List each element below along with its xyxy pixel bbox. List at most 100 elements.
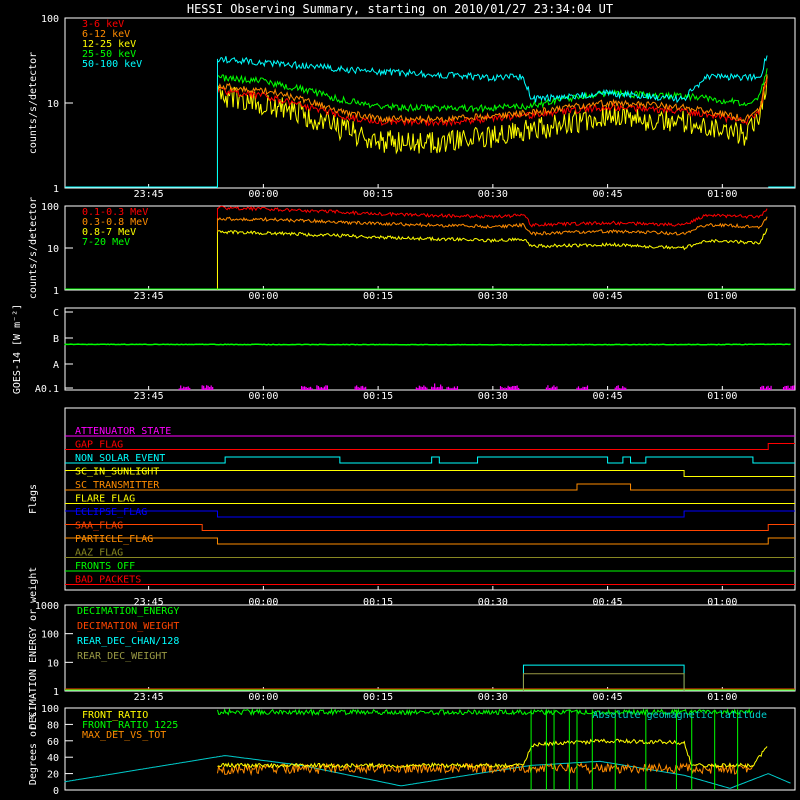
decimation-ytick-label-2: 100 xyxy=(41,630,59,641)
flag-line-3 xyxy=(65,470,795,477)
lightcurve-high-legend-0: 0.1-0.3 MeV xyxy=(82,207,148,218)
flag-line-7 xyxy=(65,524,795,531)
goes-xtick-label-1: 00:00 xyxy=(248,391,278,402)
goes-xtick-label-3: 00:30 xyxy=(478,391,508,402)
goes-xtick-label-5: 01:00 xyxy=(707,391,737,402)
flag-label-10: FRONTS_OFF xyxy=(75,561,135,572)
lightcurve-high-xtick-label-3: 00:30 xyxy=(478,291,508,302)
lightcurve-low-xtick-label-4: 00:45 xyxy=(593,189,623,200)
lightcurve-low-xtick-label-1: 00:00 xyxy=(248,189,278,200)
lightcurve-high-legend-2: 0.8-7 MeV xyxy=(82,227,136,238)
flag-label-2: NON_SOLAR_EVENT xyxy=(75,453,165,464)
lightcurve-high-xtick-label-5: 01:00 xyxy=(707,291,737,302)
decimation-ylabel: DECIMATION ENERGY or weight xyxy=(28,567,39,730)
lightcurve-low-xtick-label-0: 23:45 xyxy=(134,189,164,200)
series-line-lightcurve-high-2 xyxy=(217,228,768,251)
goes-ytick-label-0: A0.1 xyxy=(35,384,59,395)
lightcurve-low-xtick-label-3: 00:30 xyxy=(478,189,508,200)
decimation-box-2 xyxy=(522,664,685,691)
goes-ytick-label-3: C xyxy=(53,308,59,319)
lightcurve-high-xtick-label-2: 00:15 xyxy=(363,291,393,302)
lightcurve-low-frame xyxy=(64,17,796,189)
decimation-ytick-label-3: 1000 xyxy=(35,601,59,612)
ratios-legend-2: MAX_DET_VS_TOT xyxy=(82,730,166,741)
chart-title: HESSI Observing Summary, starting on 201… xyxy=(187,2,613,16)
ratios-ytick-label-4: 80 xyxy=(47,720,59,731)
flag-label-4: SC_TRANSMITTER xyxy=(75,480,160,491)
ratios-frame xyxy=(64,707,796,791)
series-line-lightcurve-high-0 xyxy=(217,205,768,228)
goes-xtick-label-0: 23:45 xyxy=(134,391,164,402)
flag-line-6 xyxy=(65,510,795,518)
lightcurve-low-xtick-label-2: 00:15 xyxy=(363,189,393,200)
flag-line-8 xyxy=(65,537,795,545)
series-line-lightcurve-low-2 xyxy=(217,75,768,155)
decimation-frame xyxy=(64,604,796,692)
goes-ytick-label-1: A xyxy=(53,360,59,371)
decimation-xtick-label-1: 00:00 xyxy=(248,692,278,703)
front-ratio-line xyxy=(217,738,768,769)
flags-xtick-label-5: 01:00 xyxy=(707,597,737,608)
goes-ytick-label-2: B xyxy=(53,334,59,345)
flag-label-1: GAP_FLAG xyxy=(75,440,123,451)
decimation-legend-1: DECIMATION_WEIGHT xyxy=(77,621,179,632)
decimation-xtick-label-3: 00:30 xyxy=(478,692,508,703)
ratios-legend-1: FRONT_RATIO_1225 xyxy=(82,720,178,731)
decimation-legend-2: REAR_DEC_CHAN/128 xyxy=(77,636,179,647)
lightcurve-high-ytick-label-2: 100 xyxy=(41,202,59,213)
lightcurve-low-ylabel: counts/s/detector xyxy=(28,52,39,154)
decimation-xtick-label-5: 01:00 xyxy=(707,692,737,703)
flags-xtick-label-0: 23:45 xyxy=(134,597,164,608)
goes-ylabel: GOES-14 [W m⁻²] xyxy=(12,304,23,394)
flag-label-0: ATTENUATOR_STATE xyxy=(75,426,171,437)
lightcurve-high-legend-3: 7-20 MeV xyxy=(82,237,130,248)
max-det-line xyxy=(217,761,754,776)
flags-xtick-label-1: 00:00 xyxy=(248,597,278,608)
geomag-latitude-line xyxy=(64,755,791,789)
series-line-lightcurve-low-4 xyxy=(217,55,768,104)
ratios-legend-0: FRONT_RATIO xyxy=(82,710,148,721)
goes-xtick-label-4: 00:45 xyxy=(593,391,623,402)
flag-line-1 xyxy=(65,443,795,450)
decimation-xtick-label-0: 23:45 xyxy=(134,692,164,703)
ratios-ytick-label-2: 40 xyxy=(47,753,59,764)
decimation-legend-3: REAR_DEC_WEIGHT xyxy=(77,651,167,662)
flags-xtick-label-2: 00:15 xyxy=(363,597,393,608)
goes-frame xyxy=(64,307,796,391)
flag-label-7: SAA_FLAG xyxy=(75,521,123,532)
ratios-ytick-label-5: 100 xyxy=(41,704,59,715)
ratios-ytick-label-3: 60 xyxy=(47,737,59,748)
series-line-lightcurve-low-3 xyxy=(217,68,768,113)
lightcurve-low-legend-4: 50-100 keV xyxy=(82,59,142,70)
decimation-legend-0: DECIMATION_ENERGY xyxy=(77,606,179,617)
front-ratio-1225-line xyxy=(217,707,753,717)
ratios-ylabel: Degrees or % xyxy=(28,713,39,785)
lightcurve-low-ytick-label-0: 1 xyxy=(53,184,59,195)
flag-label-9: AAZ_FLAG xyxy=(75,548,123,559)
decimation-ytick-label-0: 1 xyxy=(53,687,59,698)
lightcurve-high-ytick-label-1: 10 xyxy=(47,244,59,255)
goes-xtick-label-2: 00:15 xyxy=(363,391,393,402)
lightcurve-low-legend-2: 12-25 keV xyxy=(82,39,136,50)
lightcurve-high-legend-1: 0.3-0.8 MeV xyxy=(82,217,148,228)
series-line-lightcurve-low-1 xyxy=(217,74,768,125)
lightcurve-low-ytick-label-2: 100 xyxy=(41,14,59,25)
lightcurve-low-legend-0: 3-6 keV xyxy=(82,19,124,30)
lightcurve-high-xtick-label-0: 23:45 xyxy=(134,291,164,302)
lightcurve-low-ytick-label-1: 10 xyxy=(47,99,59,110)
flags-frame xyxy=(64,407,796,591)
lightcurve-low-legend-1: 6-12 keV xyxy=(82,29,130,40)
lightcurve-high-xtick-label-1: 00:00 xyxy=(248,291,278,302)
lightcurve-low-legend-3: 25-50 keV xyxy=(82,49,136,60)
series-line-lightcurve-high-1 xyxy=(217,216,768,237)
ratios-legend-3: Absolute geomagnetic latitude xyxy=(592,710,767,721)
flag-label-3: SC_IN_SUNLIGHT xyxy=(75,467,159,478)
flag-label-5: FLARE_FLAG xyxy=(75,494,135,505)
flag-label-8: PARTICLE_FLAG xyxy=(75,534,153,545)
ratios-ytick-label-1: 20 xyxy=(47,770,59,781)
lightcurve-high-xtick-label-4: 00:45 xyxy=(593,291,623,302)
decimation-ytick-label-1: 10 xyxy=(47,658,59,669)
flags-xtick-label-4: 00:45 xyxy=(593,597,623,608)
